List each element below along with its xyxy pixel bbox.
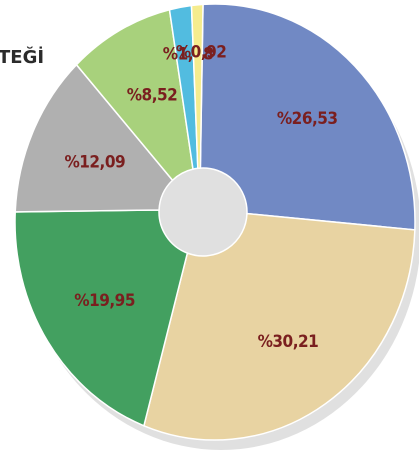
- donut-slice: [75, 8, 194, 182]
- chart-title: TEĞİ: [0, 46, 44, 68]
- slice-label: %8,52: [127, 86, 178, 106]
- donut-slice: [14, 63, 174, 213]
- slice-label: %26,53: [277, 109, 338, 129]
- donut-slice: [14, 209, 189, 427]
- donut-slice: [199, 3, 416, 231]
- donut-slice: [190, 3, 204, 170]
- slice-label: %12,09: [64, 153, 125, 173]
- donut-slice: [143, 212, 416, 441]
- slice-label: %30,21: [258, 332, 319, 352]
- slice-label: %19,95: [74, 291, 135, 311]
- slice-label: %0,92: [176, 43, 227, 63]
